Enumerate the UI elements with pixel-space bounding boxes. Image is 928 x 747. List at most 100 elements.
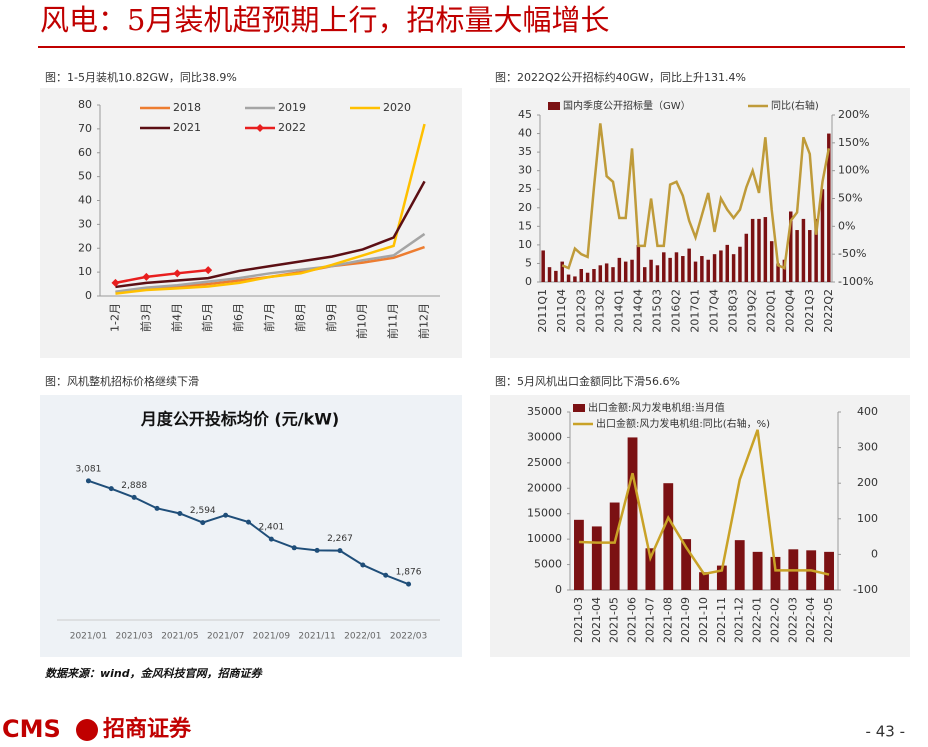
bar	[681, 256, 685, 282]
bar	[750, 218, 755, 282]
x-tick-label: 2017Q4	[708, 289, 721, 333]
bar	[598, 265, 603, 282]
x-tick-label: 2021-05	[608, 597, 621, 643]
x-tick-label: 2022/01	[344, 632, 381, 642]
bar	[630, 259, 634, 282]
bar	[827, 133, 831, 282]
point	[154, 505, 160, 511]
bar	[662, 252, 666, 282]
y2-tick-label: 300	[857, 441, 878, 454]
x-tick-label: 前3月	[138, 303, 152, 332]
bar	[734, 540, 745, 590]
x-tick-label: 2021/11	[298, 632, 335, 642]
x-tick-label: 2021-11	[715, 597, 728, 643]
x-tick-label: 2021/01	[70, 632, 107, 642]
point	[406, 581, 412, 587]
y2-tick-label: 100%	[838, 164, 869, 177]
bar	[668, 257, 672, 282]
y2-tick-label: 0%	[838, 219, 855, 232]
point	[383, 572, 389, 578]
point	[173, 269, 182, 278]
y-tick-label: 40	[78, 194, 92, 207]
bar	[795, 230, 799, 282]
data-label: 2,401	[258, 523, 284, 533]
y2-tick-label: 50%	[838, 192, 862, 205]
panel	[490, 395, 910, 657]
y2-tick-label: 100	[857, 512, 878, 525]
chart-subtitle: 月度公开投标均价 (元/kW)	[140, 410, 339, 429]
bar	[712, 254, 717, 282]
x-tick-label: 2020Q1	[765, 289, 778, 333]
x-tick-label: 1-2月	[108, 303, 121, 332]
bar	[738, 246, 742, 282]
point	[131, 494, 137, 500]
y-tick-label: 5000	[534, 558, 562, 571]
y2-tick-label: 0	[871, 547, 878, 560]
bar	[574, 519, 584, 590]
chart-caption: 图：1-5月装机10.82GW，同比38.9%	[45, 70, 237, 84]
x-tick-label: 2022-02	[768, 597, 781, 643]
panel	[40, 395, 462, 657]
x-tick-label: 前7月	[262, 303, 276, 332]
bar	[649, 259, 653, 282]
point	[200, 520, 206, 526]
x-tick-label: 前5月	[200, 303, 214, 332]
bar	[687, 248, 691, 282]
x-tick-label: 前4月	[169, 303, 183, 332]
bar	[566, 274, 571, 282]
legend-label: 2020	[383, 101, 411, 114]
bar	[611, 267, 615, 282]
x-tick-label: 2011Q1	[536, 289, 549, 333]
point	[360, 562, 366, 568]
legend-label: 2021	[173, 121, 201, 134]
series-line	[115, 232, 426, 293]
x-tick-label: 2021/07	[207, 632, 244, 642]
x-tick-label: 2015Q3	[650, 289, 663, 333]
bar	[752, 551, 763, 590]
series-line	[115, 180, 426, 289]
x-tick-label: 2022-01	[751, 597, 764, 643]
chart-caption: 图：2022Q2公开招标约40GW，同比上升131.4%	[495, 70, 746, 84]
bar	[820, 189, 825, 282]
x-tick-label: 2014Q1	[612, 289, 625, 333]
y2-tick-label: 400	[857, 405, 878, 418]
x-tick-label: 2021-09	[679, 597, 692, 643]
brand: 招商证券	[103, 716, 192, 742]
data-label: 1,876	[396, 568, 422, 578]
bar	[699, 572, 709, 590]
bar	[788, 211, 793, 282]
panel	[40, 88, 462, 358]
y-tick-label: 10000	[527, 532, 562, 545]
y-tick-label: 80	[78, 98, 92, 111]
bar	[642, 267, 647, 282]
x-tick-label: 2022-05	[822, 597, 835, 643]
legend-label: 出口金额:风力发电机组:当月值	[588, 401, 725, 414]
logo: CMS	[2, 715, 61, 743]
bar	[585, 272, 590, 282]
legend-marker	[256, 124, 264, 132]
data-label: 2,888	[121, 481, 147, 491]
point	[142, 272, 151, 281]
y-tick-label: 60	[78, 146, 92, 159]
bar	[824, 551, 834, 590]
x-tick-label: 2011Q4	[555, 289, 568, 333]
page-title: 风电：5月装机超预期上行，招标量大幅增长	[40, 3, 609, 37]
data-label: 3,081	[76, 464, 102, 474]
legend-swatch	[548, 102, 560, 110]
point	[291, 545, 297, 551]
bar	[693, 261, 698, 282]
bar	[681, 539, 692, 590]
y-tick-label: 15	[518, 219, 532, 232]
y-tick-label: 40	[518, 127, 532, 140]
y-tick-label: 0	[85, 289, 92, 302]
y2-tick-label: -100%	[838, 275, 873, 288]
point	[337, 548, 343, 554]
bar	[541, 250, 545, 282]
bar	[617, 257, 622, 282]
x-tick-label: 前11月	[386, 303, 400, 339]
x-tick-label: 前8月	[293, 303, 307, 332]
x-tick-label: 2021-04	[590, 597, 603, 643]
y-tick-label: 15000	[527, 507, 562, 520]
y2-tick-label: 200	[857, 476, 878, 489]
x-tick-label: 2021/05	[161, 632, 198, 642]
